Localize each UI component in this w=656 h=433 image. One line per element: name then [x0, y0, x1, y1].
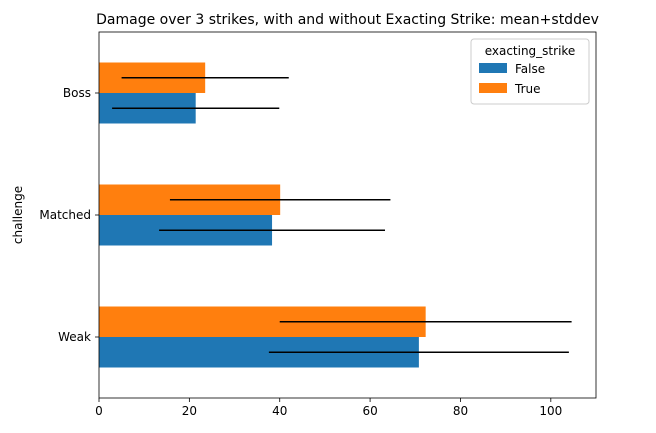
legend-label-true: True [514, 82, 541, 96]
y-axis-ticks: Weak Matched Boss [39, 86, 99, 344]
legend-swatch-false [479, 63, 507, 73]
legend-items: False True [479, 62, 545, 96]
y-axis-label: challenge [11, 186, 25, 244]
legend-swatch-true [479, 83, 507, 93]
x-tick-label: 0 [95, 404, 103, 418]
x-tick-label: 80 [453, 404, 468, 418]
x-axis-ticks: 0 20 40 60 80 100 [95, 398, 562, 418]
y-tick-label: Boss [63, 86, 91, 100]
x-tick-label: 40 [272, 404, 287, 418]
legend: exacting_strike False True [470, 38, 590, 105]
y-tick-label: Weak [58, 330, 91, 344]
error-bars-layer [112, 76, 572, 354]
legend-title: exacting_strike [485, 44, 576, 58]
legend-label-false: False [515, 62, 545, 76]
x-tick-label: 100 [539, 404, 562, 418]
x-tick-label: 20 [182, 404, 197, 418]
x-tick-label: 60 [362, 404, 377, 418]
y-tick-label: Matched [39, 208, 91, 222]
chart-title: Damage over 3 strikes, with and without … [96, 12, 599, 28]
